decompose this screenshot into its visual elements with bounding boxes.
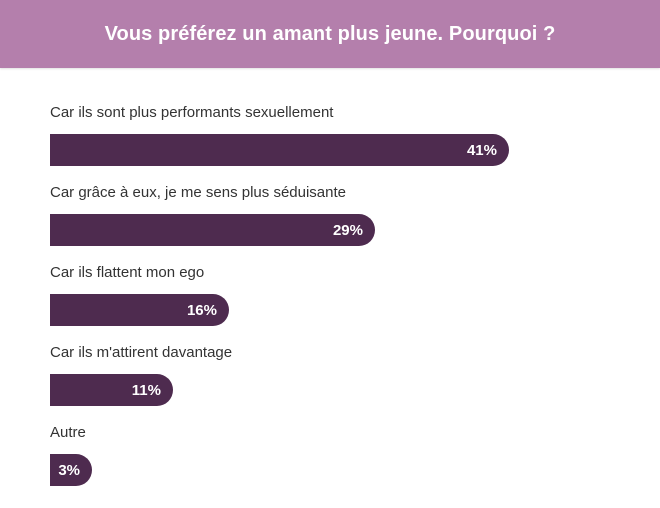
poll-percentage-label: 3%: [58, 461, 80, 479]
poll-percentage-label: 29%: [332, 221, 363, 239]
poll-bar-track: 3%: [50, 454, 610, 486]
poll-row: Car grâce à eux, je me sens plus séduisa…: [50, 180, 610, 260]
poll-option-label: Autre: [50, 424, 86, 441]
poll-bar-track: 29%: [50, 214, 610, 246]
poll-option-label: Car ils flattent mon ego: [50, 264, 205, 281]
poll-bar-track: 41%: [50, 134, 610, 166]
poll-results: Car ils sont plus performants sexuelleme…: [50, 100, 610, 500]
poll-bar-track: 16%: [50, 294, 610, 326]
poll-row: Car ils m'attirent davantage 11%: [50, 340, 610, 420]
poll-bar: 29%: [50, 214, 375, 246]
poll-header: Vous préférez un amant plus jeune. Pourq…: [0, 0, 660, 68]
poll-percentage-label: 16%: [186, 301, 217, 319]
poll-percentage-label: 41%: [466, 141, 497, 159]
poll-option-label: Car grâce à eux, je me sens plus séduisa…: [50, 184, 346, 201]
poll-option-label: Car ils sont plus performants sexuelleme…: [50, 104, 334, 121]
poll-bar-track: 11%: [50, 374, 610, 406]
poll-option-label: Car ils m'attirent davantage: [50, 344, 233, 361]
poll-bar: 41%: [50, 134, 509, 166]
poll-row: Autre 3%: [50, 420, 610, 500]
poll-row: Car ils flattent mon ego 16%: [50, 260, 610, 340]
poll-percentage-label: 11%: [131, 381, 161, 399]
poll-row: Car ils sont plus performants sexuelleme…: [50, 100, 610, 180]
poll-title: Vous préférez un amant plus jeune. Pourq…: [104, 22, 556, 45]
poll-bar: 16%: [50, 294, 229, 326]
poll-bar: 11%: [50, 374, 173, 406]
poll-bar: 3%: [50, 454, 92, 486]
